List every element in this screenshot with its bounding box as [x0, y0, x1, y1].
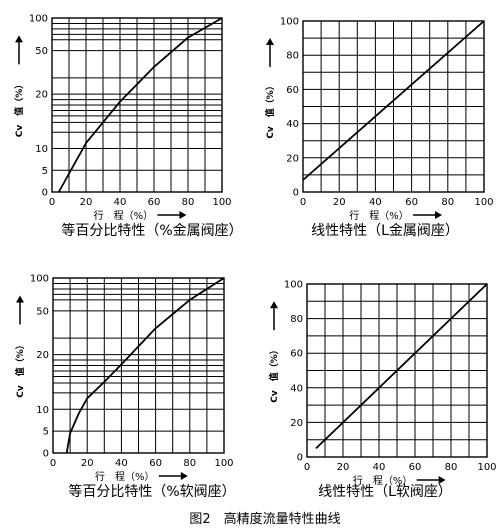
y-tick-label: 20 [286, 153, 299, 164]
y-tick-label: 20 [36, 350, 49, 361]
x-tick-label: 20 [337, 462, 350, 473]
chart-caption: 等百分比特性（%金属阀座） [61, 222, 242, 239]
x-tick-label: 100 [474, 197, 493, 208]
y-tick-label: 0 [43, 449, 49, 460]
x-tick-label: 80 [445, 462, 458, 473]
series-line [65, 277, 225, 454]
x-tick-label: 20 [81, 458, 94, 469]
x-axis-label: 行 程（%） [353, 474, 413, 487]
x-tick-label: 100 [477, 462, 496, 473]
x-tick-label: 0 [49, 197, 55, 208]
x-tick-label: 0 [50, 458, 56, 469]
y-tick-label: 40 [290, 383, 303, 394]
y-tick-label: 10 [36, 405, 49, 416]
x-axis-label: 行 程（%） [94, 209, 154, 222]
x-tick-label: 80 [183, 458, 196, 469]
y-tick-label: 60 [290, 349, 303, 360]
x-tick-label: 60 [149, 458, 162, 469]
y-axis-label: Cv 值（%） [268, 345, 280, 403]
x-axis-arrow-head [179, 211, 187, 219]
y-tick-label: 20 [35, 90, 48, 101]
x-tick-label: 60 [148, 197, 161, 208]
y-tick-label: 100 [280, 17, 299, 28]
x-tick-label: 40 [114, 197, 127, 208]
chart-caption: 线性特性（L金属阀座） [311, 223, 459, 239]
chart-panel-2: 0 20 40 60 80 100 0 20 40 60 80 100 行 程（%） Cv 值（%） 线性特… [264, 17, 494, 240]
x-axis-label: 行 程（%） [95, 470, 155, 483]
x-tick-label: 40 [373, 462, 386, 473]
plot-frame [52, 277, 225, 454]
x-axis-arrow-head [435, 211, 443, 219]
x-axis-arrow-head [180, 472, 188, 480]
x-tick-label: 80 [441, 197, 454, 208]
y-tick-label: 100 [30, 274, 49, 285]
y-axis-label: Cv 值（%） [264, 81, 276, 139]
y-tick-label: 5 [42, 166, 48, 177]
y-tick-label: 50 [35, 46, 48, 57]
y-tick-label: 100 [29, 14, 48, 25]
plot-frame [302, 20, 485, 193]
x-axis-arrow-head [438, 476, 446, 484]
plot-frame [306, 283, 488, 458]
y-axis-arrow-head [16, 295, 24, 303]
y-axis-arrow-head [266, 37, 274, 45]
y-tick-label: 80 [286, 51, 299, 62]
chart-caption: 等百分比特性（%软阀座） [68, 483, 235, 500]
y-axis-arrow-head [15, 35, 23, 43]
x-tick-label: 40 [115, 458, 128, 469]
y-tick-label: 40 [286, 119, 299, 130]
series-line [315, 283, 488, 450]
y-tick-label: 50 [36, 306, 49, 317]
x-tick-label: 20 [80, 197, 93, 208]
chart-panel-4: 0 20 40 60 80 100 0 20 40 60 80 100 行 程（%） Cv 值（%） 线性特… [268, 280, 497, 501]
y-tick-label: 0 [297, 453, 303, 464]
y-tick-label: 10 [35, 144, 48, 155]
y-tick-label: 0 [293, 188, 299, 199]
series-line [302, 20, 485, 181]
x-tick-label: 100 [212, 197, 231, 208]
y-tick-label: 60 [286, 85, 299, 96]
y-tick-label: 80 [290, 314, 303, 325]
y-axis-label: Cv 值（%） [13, 80, 25, 138]
y-tick-label: 100 [284, 280, 303, 291]
y-tick-label: 5 [43, 427, 49, 438]
chart-caption: 线性特性（L软阀座） [318, 484, 452, 500]
y-axis-label: Cv 值（%） [14, 340, 26, 398]
y-axis-arrow-head [270, 301, 278, 309]
x-tick-label: 0 [300, 197, 306, 208]
x-tick-label: 0 [304, 462, 310, 473]
figure-caption: 图2 高精度流量特性曲线 [189, 511, 340, 527]
plot-frame [51, 17, 223, 193]
x-tick-label: 60 [409, 462, 422, 473]
x-tick-label: 20 [333, 197, 346, 208]
x-tick-label: 60 [405, 197, 418, 208]
x-tick-label: 40 [369, 197, 382, 208]
x-tick-label: 100 [214, 458, 233, 469]
chart-panel-1: 0 20 40 60 80 100 0 5 10 20 50 100 行 程（%） Cv 值（%） 等百分比… [13, 14, 243, 240]
x-tick-label: 80 [182, 197, 195, 208]
y-tick-label: 20 [290, 418, 303, 429]
chart-panel-3: 0 20 40 60 80 100 0 5 10 20 50 100 行 程（%） Cv 值（%） 等百分比… [14, 274, 236, 501]
y-tick-label: 0 [42, 188, 48, 199]
series-line [58, 17, 223, 193]
x-axis-label: 行 程（%） [349, 209, 409, 222]
